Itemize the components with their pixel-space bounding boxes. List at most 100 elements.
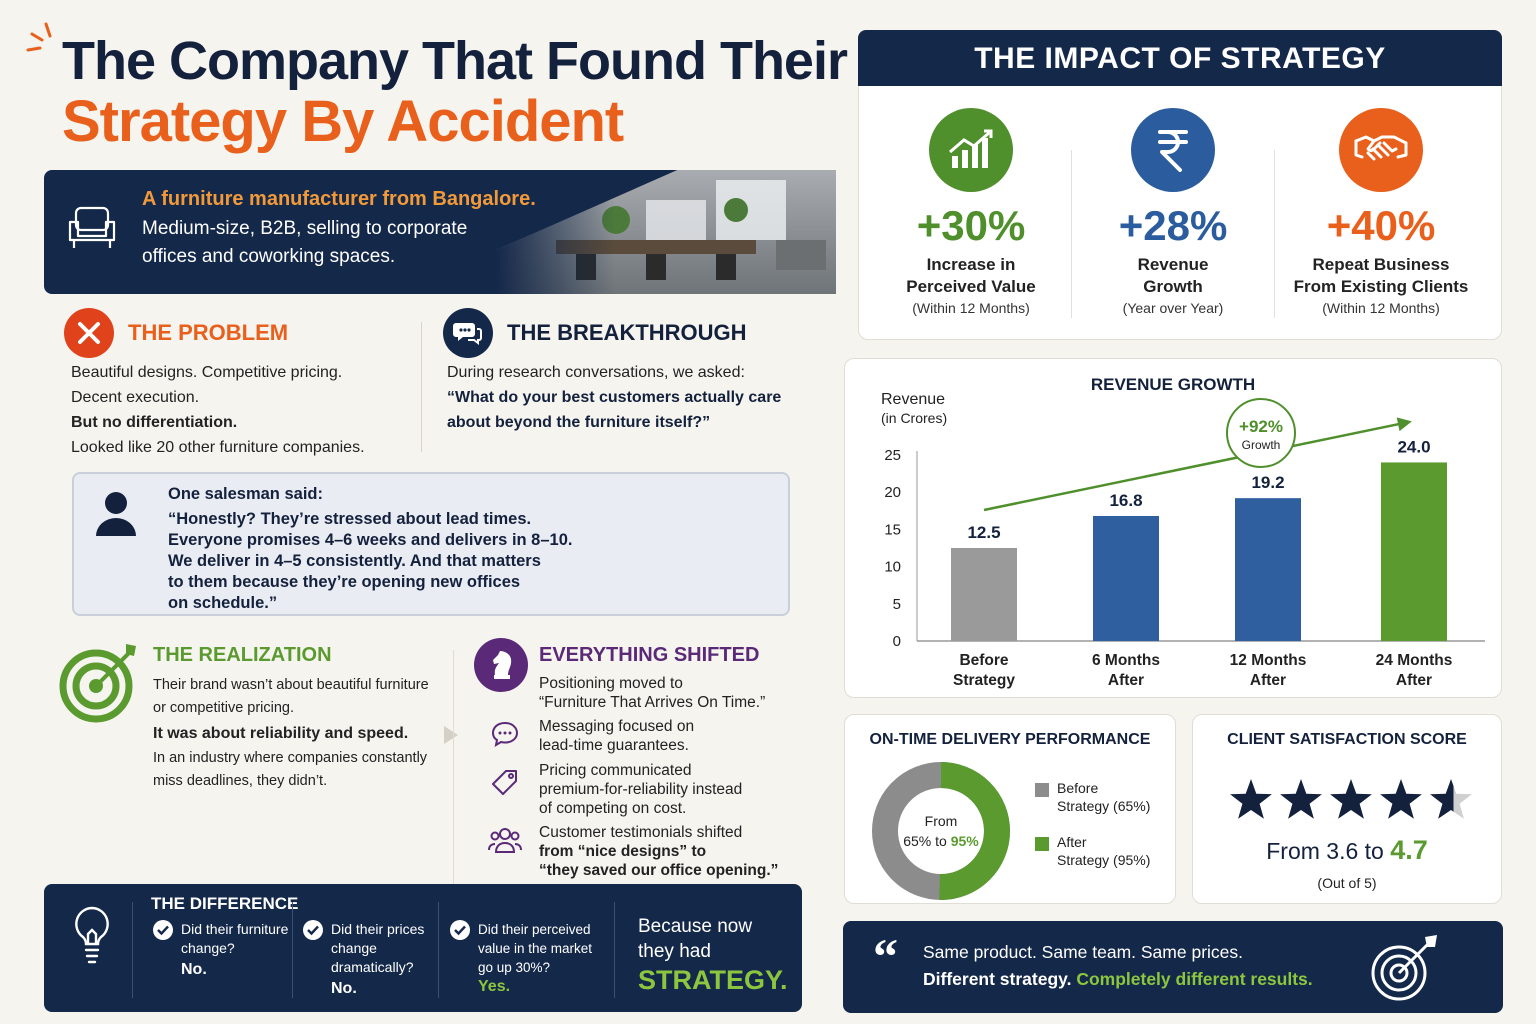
rupee-icon [1131,108,1215,192]
x-tick-label: Strategy [953,672,1015,689]
y-axis-label: Revenue (in Crores) [881,391,948,426]
x-tick-label: 6 Months [1092,652,1160,669]
impact-title: THE IMPACT OF STRATEGY [858,30,1502,86]
growth-arrow [983,421,1405,512]
x-tick-label: After [1250,672,1286,689]
shifted-title: EVERYTHING SHIFTED [539,644,760,666]
check-icon [450,920,470,940]
armchair-icon [68,206,116,248]
difference-q3: Did their perceived value in the market … [450,920,608,996]
lightbulb-icon [75,906,109,964]
x-icon [64,308,114,358]
on-time-delivery-card: ON-TIME DELIVERY PERFORMANCE From 65% to… [844,714,1176,904]
otd-title: ON-TIME DELIVERY PERFORMANCE [869,731,1151,748]
shifted-item-1: Positioning moved to “Furniture That Arri… [539,675,766,711]
target-icon [59,644,136,723]
salesman-quote-box: One salesman said: “Honestly? They’re st… [72,472,790,616]
bar [951,548,1017,641]
speech-bubbles-icon [443,308,493,358]
people-icon [488,828,522,853]
breakthrough-title: THE BREAKTHROUGH [507,320,747,345]
shifted-item-2: Messaging focused on lead-time guarantees… [539,718,695,754]
person-icon [96,492,136,536]
check-icon [153,920,173,940]
handshake-icon [1339,108,1423,192]
y-tick-label: 5 [893,596,901,613]
divider [453,650,454,884]
arrow-right-icon [444,726,458,744]
page-title-line1: The Company That Found Their [62,31,848,91]
satisfaction-title: CLIENT SATISFACTION SCORE [1227,731,1467,748]
growth-chart-icon [929,108,1013,192]
salesman-intro: One salesman said: [168,485,323,503]
shifted-item-3: Pricing communicated premium-for-reliabil… [539,762,743,817]
difference-q1: Did their furniture change? No. [153,920,291,979]
difference-title: THE DIFFERENCE [151,894,299,913]
price-tag-icon [492,770,517,795]
growth-badge-value: +92% [1239,417,1283,436]
x-tick-label: Before [959,652,1008,669]
bar-value-label: 16.8 [1109,491,1142,510]
star-icon [1430,779,1472,819]
quote-line: We deliver in 4–5 consistently. And that… [168,552,541,570]
satisfaction-value: From 3.6 to 4.7 [1266,835,1428,865]
bar [1235,498,1301,641]
footer-text: Same product. Same team. Same prices. Di… [923,942,1313,989]
star-icon [1230,779,1272,819]
legend-swatch-after [1035,837,1049,851]
delivery-donut-chart [872,762,1010,900]
quote-line: Everyone promises 4–6 weeks and delivers… [168,531,573,549]
revenue-chart-card: REVENUE GROWTH Revenue (in Crores) 0 5 10 1… [844,358,1502,698]
difference-q2: Did their prices change dramatically? No… [303,920,441,998]
legend-before: Before Strategy (65%) [1057,780,1151,814]
satisfaction-sub: (Out of 5) [1317,875,1377,891]
x-tick-label: 24 Months [1376,652,1453,669]
donut-after-segment [872,762,1010,900]
star-icon [1380,779,1422,819]
y-tick-label: 25 [884,447,901,464]
bar-value-label: 19.2 [1251,473,1284,492]
x-tick-label: After [1396,672,1432,689]
star-rating [1230,779,1472,819]
divider [421,322,422,452]
bar-value-label: 24.0 [1397,437,1430,456]
growth-arrowhead [1396,417,1412,432]
breakthrough-text: During research conversations, we asked:… [447,364,782,431]
star-icon [1330,779,1372,819]
bar-value-label: 12.5 [967,523,1000,542]
footer-banner: “ Same product. Same team. Same prices. … [843,921,1503,1013]
growth-badge-label: Growth [1242,438,1281,452]
impact-card: +30% Increase in Perceived Value (Within … [858,86,1502,340]
y-tick-label: 0 [893,633,901,650]
intro-body: Medium-size, B2B, selling to corporate o… [142,218,468,267]
problem-title: THE PROBLEM [128,320,289,345]
chart-title: REVENUE GROWTH [1090,375,1256,394]
y-tick-label: 20 [884,484,901,501]
chat-bubble-icon [491,721,519,748]
difference-panel: THE DIFFERENCE Did their furniture chang… [44,884,802,1012]
star-icon [1280,779,1322,819]
page-title-line2: Strategy By Accident [62,89,624,154]
spark-icon [26,22,52,52]
legend-after: After Strategy (95%) [1057,834,1151,868]
office-photo [496,170,836,294]
shifted-item-4: Customer testimonials shifted from “nice… [539,824,779,879]
x-tick-label: After [1108,672,1144,689]
legend-swatch-before [1035,783,1049,797]
quote-line: on schedule.” [168,594,278,612]
y-tick-label: 10 [884,559,901,576]
donut-center-text: From 65% to 95% [903,813,979,849]
x-tick-label: 12 Months [1230,652,1307,669]
realization-title: THE REALIZATION [153,644,332,666]
y-tick-label: 15 [884,521,901,538]
difference-conclusion: Because now they had STRATEGY. [638,916,788,995]
bar [1381,462,1447,641]
kpi-revenue-growth: +28% Revenue Growth (Year over Year) [1073,108,1273,316]
target-arrow-icon [1371,935,1437,1001]
quote-line: “Honestly? They’re stressed about lead t… [168,510,532,528]
bar [1093,516,1159,641]
kpi-perceived-value: +30% Increase in Perceived Value (Within … [871,108,1071,316]
check-icon [303,920,323,940]
quote-line: to them because they’re opening new offi… [168,573,521,591]
problem-text: Beautiful designs. Competitive pricing. … [71,364,365,456]
